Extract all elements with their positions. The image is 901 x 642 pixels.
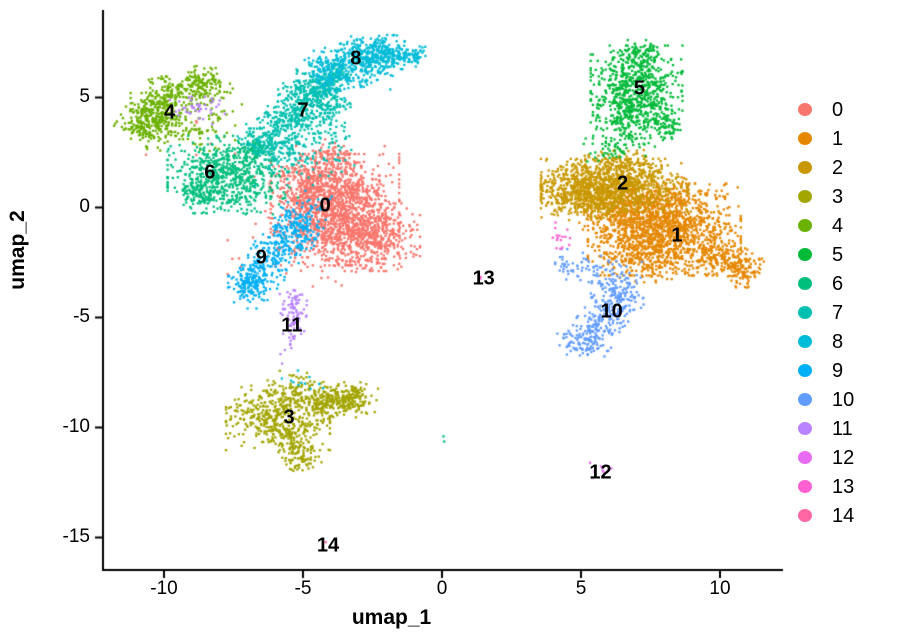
legend-item-8: 8 [798, 327, 854, 356]
cluster-label-14: 14 [316, 534, 340, 557]
cluster-label-3: 3 [283, 406, 295, 429]
x-tick-label-4: 10 [709, 578, 731, 599]
cluster-label-8: 8 [350, 47, 362, 70]
x-tick-label-3: 5 [575, 578, 587, 599]
y-tick-label-2: -5 [73, 305, 90, 327]
legend-item-12: 12 [798, 443, 854, 472]
legend-swatch-icon [798, 161, 812, 174]
legend-item-1: 1 [798, 124, 854, 153]
legend-item-10: 10 [798, 385, 854, 414]
y-tick-label-1: 0 [79, 195, 90, 217]
legend-label: 6 [832, 272, 844, 295]
legend-swatch-icon [798, 219, 812, 232]
x-tick-label-0: -10 [150, 578, 178, 599]
legend-swatch-icon [798, 306, 812, 319]
legend-label: 14 [832, 504, 855, 527]
cluster-label-10: 10 [600, 300, 623, 323]
legend-label: 13 [832, 475, 855, 498]
legend-label: 12 [832, 446, 855, 469]
legend-swatch-icon [798, 509, 812, 522]
legend-label: 9 [832, 359, 844, 382]
legend-label: 0 [832, 98, 844, 121]
x-tick-label-2: 0 [436, 578, 448, 599]
legend-label: 11 [832, 417, 853, 440]
legend-label: 8 [832, 330, 844, 353]
y-tick-label-3: -10 [62, 415, 90, 437]
legend-label: 1 [832, 127, 844, 150]
cluster-legend: 0 1 2 3 4 5 6 7 8 9 10 11 12 13 14 [798, 95, 854, 530]
legend-label: 4 [832, 214, 844, 237]
legend-item-13: 13 [798, 472, 854, 501]
legend-swatch-icon [798, 364, 812, 377]
legend-item-0: 0 [798, 95, 854, 124]
legend-item-11: 11 [798, 414, 854, 443]
legend-item-5: 5 [798, 240, 854, 269]
legend-label: 5 [832, 243, 844, 266]
legend-swatch-icon [798, 422, 812, 435]
legend-swatch-icon [798, 190, 812, 203]
legend-swatch-icon [798, 480, 812, 493]
cluster-label-7: 7 [297, 99, 309, 122]
cluster-label-11: 11 [281, 314, 303, 337]
cluster-label-4: 4 [163, 101, 176, 124]
x-axis-title: umap_1 [351, 606, 432, 629]
legend-swatch-icon [798, 393, 812, 406]
legend-swatch-icon [798, 103, 812, 116]
legend-item-3: 3 [798, 182, 854, 211]
cluster-label-13: 13 [472, 267, 495, 290]
y-tick-label-4: -15 [62, 525, 90, 547]
legend-item-4: 4 [798, 211, 854, 240]
legend-item-9: 9 [798, 356, 854, 385]
legend-swatch-icon [798, 277, 812, 290]
cluster-label-12: 12 [589, 461, 612, 484]
legend-swatch-icon [798, 451, 812, 464]
y-tick-label-0: 5 [79, 85, 90, 107]
cluster-label-0: 0 [319, 194, 331, 217]
legend-item-7: 7 [798, 298, 854, 327]
legend-label: 10 [832, 388, 855, 411]
legend-swatch-icon [798, 248, 812, 261]
legend-label: 7 [832, 301, 844, 324]
cluster-label-9: 9 [255, 246, 267, 269]
cluster-label-5: 5 [633, 77, 645, 100]
y-axis-title: umap_2 [6, 210, 29, 290]
x-tick-label-1: -5 [294, 578, 312, 599]
legend-label: 3 [832, 185, 844, 208]
legend-label: 2 [832, 156, 844, 179]
cluster-label-2: 2 [617, 172, 629, 195]
legend-swatch-icon [798, 335, 812, 348]
cluster-label-6: 6 [204, 161, 216, 184]
legend-swatch-icon [798, 132, 812, 145]
legend-item-2: 2 [798, 153, 854, 182]
legend-item-14: 14 [798, 501, 854, 530]
cluster-label-1: 1 [671, 224, 683, 247]
legend-item-6: 6 [798, 269, 854, 298]
